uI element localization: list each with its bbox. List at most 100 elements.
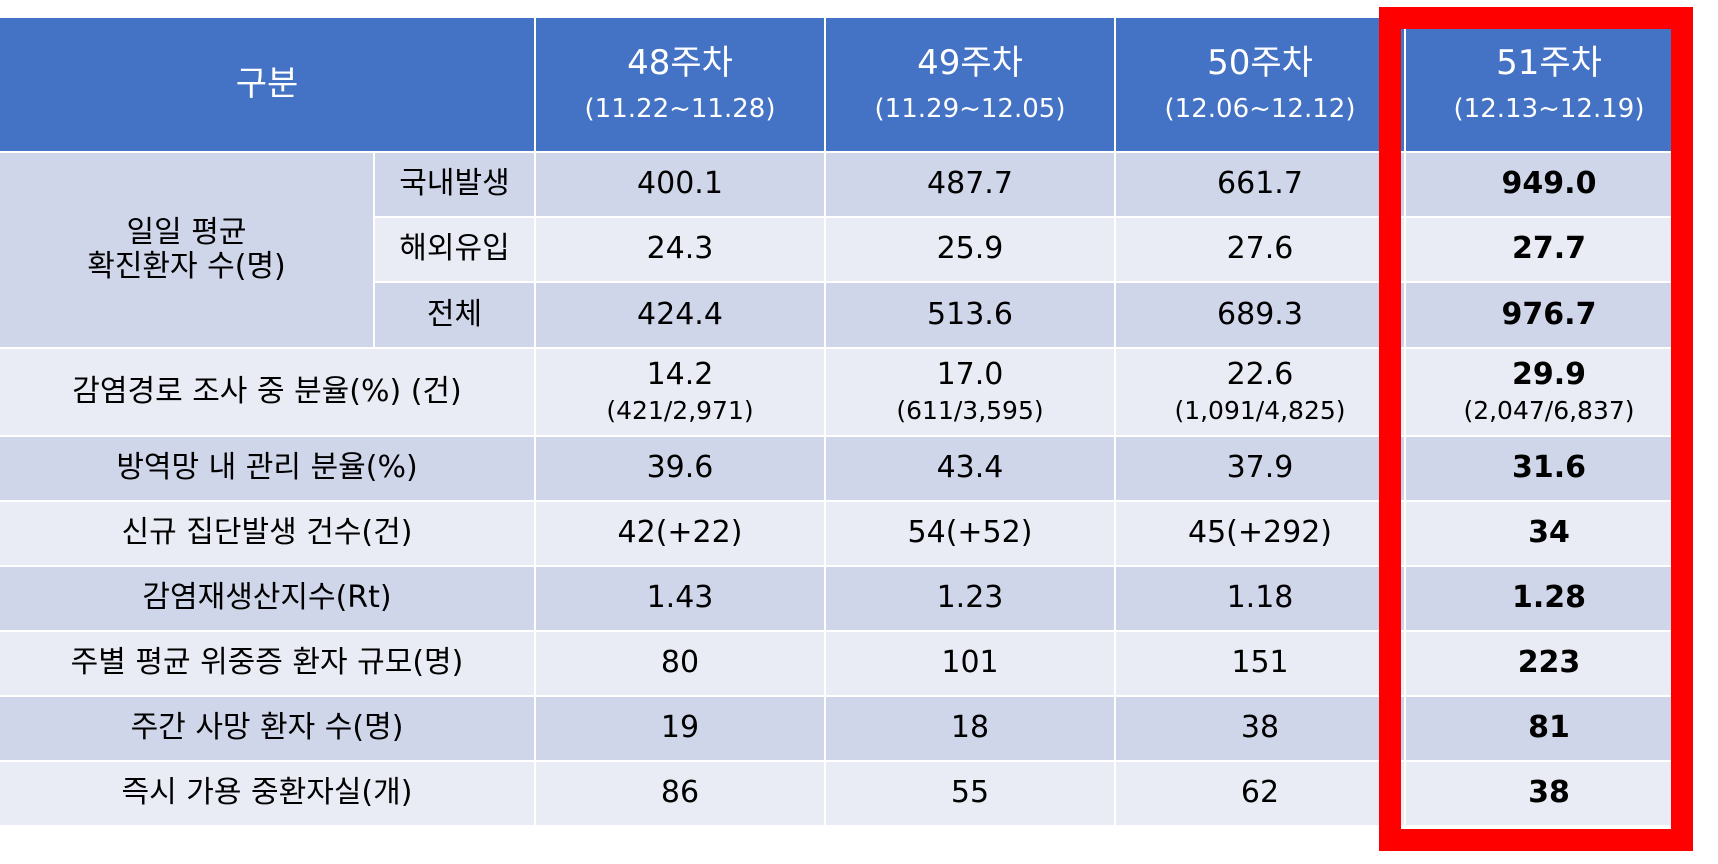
row-label: 주별 평균 위중증 환자 규모(명) bbox=[70, 645, 464, 681]
row-label-weekly-deaths: 주간 사망 환자 수(명) bbox=[0, 697, 534, 760]
value: 39.6 bbox=[646, 450, 714, 486]
value-cell: 14.2 (421/2,971) bbox=[536, 349, 824, 435]
value: 45(+292) bbox=[1188, 515, 1332, 551]
value-cell: 1.23 bbox=[826, 567, 1114, 630]
value: 55 bbox=[950, 775, 990, 811]
value-cell: 949.0 bbox=[1406, 153, 1692, 216]
row-label: 감염재생산지수(Rt) bbox=[142, 580, 392, 616]
value-cell: 101 bbox=[826, 632, 1114, 695]
value: 1.43 bbox=[646, 580, 714, 616]
value-cell: 18 bbox=[826, 697, 1114, 760]
row-label-available-icu: 즉시 가용 중환자실(개) bbox=[0, 762, 534, 825]
value: 24.3 bbox=[646, 231, 714, 267]
value: 487.7 bbox=[927, 166, 1013, 202]
header-week-50: 50주차 (12.06~12.12) bbox=[1116, 18, 1404, 151]
value-cell: 62 bbox=[1116, 762, 1404, 825]
value-cell: 38 bbox=[1406, 762, 1692, 825]
value: 689.3 bbox=[1217, 296, 1303, 332]
value-cell: 661.7 bbox=[1116, 153, 1404, 216]
value: 424.4 bbox=[637, 296, 723, 332]
value-cell: 42(+22) bbox=[536, 502, 824, 565]
value-cell: 1.28 bbox=[1406, 567, 1692, 630]
value: 86 bbox=[660, 775, 700, 811]
value-cell: 34 bbox=[1406, 502, 1692, 565]
value: 1.28 bbox=[1511, 580, 1587, 616]
value: 17.0 bbox=[936, 357, 1004, 393]
value-cell: 487.7 bbox=[826, 153, 1114, 216]
row-label: 주간 사망 환자 수(명) bbox=[130, 710, 404, 746]
subvalue: (2,047/6,837) bbox=[1463, 395, 1635, 425]
value-cell: 976.7 bbox=[1406, 283, 1692, 347]
subrow-label: 국내발생 bbox=[399, 166, 510, 202]
value-cell: 31.6 bbox=[1406, 437, 1692, 500]
value-cell: 513.6 bbox=[826, 283, 1114, 347]
value: 19 bbox=[660, 710, 700, 746]
value: 38 bbox=[1240, 710, 1280, 746]
subrow-label-domestic: 국내발생 bbox=[375, 153, 534, 216]
row-label: 감염경로 조사 중 분율(%) (건) bbox=[72, 373, 462, 409]
value: 151 bbox=[1231, 645, 1289, 681]
value-cell: 27.7 bbox=[1406, 218, 1692, 281]
value: 37.9 bbox=[1226, 450, 1294, 486]
value-cell: 27.6 bbox=[1116, 218, 1404, 281]
header-week-51: 51주차 (12.13~12.19) bbox=[1406, 18, 1692, 151]
header-category-cell: 구분 bbox=[0, 18, 534, 151]
group-daily-avg-label-cell: 일일 평균 확진환자 수(명) bbox=[0, 153, 373, 347]
value: 43.4 bbox=[936, 450, 1004, 486]
subrow-label: 해외유입 bbox=[399, 231, 510, 267]
value-cell: 25.9 bbox=[826, 218, 1114, 281]
value: 42(+22) bbox=[617, 515, 743, 551]
header-week-48: 48주차 (11.22~11.28) bbox=[536, 18, 824, 151]
subrow-label: 전체 bbox=[426, 296, 483, 332]
value-cell: 17.0 (611/3,595) bbox=[826, 349, 1114, 435]
value-cell: 81 bbox=[1406, 697, 1692, 760]
week-label: 49주차 bbox=[917, 43, 1023, 83]
value: 54(+52) bbox=[907, 515, 1033, 551]
value: 101 bbox=[941, 645, 999, 681]
value-cell: 38 bbox=[1116, 697, 1404, 760]
row-label-untraced-ratio: 감염경로 조사 중 분율(%) (건) bbox=[0, 349, 534, 435]
value-cell: 1.18 bbox=[1116, 567, 1404, 630]
row-label-severe-patients: 주별 평균 위중증 환자 규모(명) bbox=[0, 632, 534, 695]
weekly-covid-stats-table: 구분 48주차 (11.22~11.28) 49주차 (11.29~12.05)… bbox=[0, 18, 1692, 842]
value: 25.9 bbox=[936, 231, 1004, 267]
subrow-label-total: 전체 bbox=[375, 283, 534, 347]
value-cell: 1.43 bbox=[536, 567, 824, 630]
value: 18 bbox=[950, 710, 990, 746]
week-range: (11.22~11.28) bbox=[584, 94, 776, 125]
row-label-rt: 감염재생산지수(Rt) bbox=[0, 567, 534, 630]
value: 14.2 bbox=[646, 357, 714, 393]
value: 976.7 bbox=[1501, 296, 1597, 332]
value-cell: 19 bbox=[536, 697, 824, 760]
subvalue: (421/2,971) bbox=[606, 395, 754, 425]
value-cell: 39.6 bbox=[536, 437, 824, 500]
value: 949.0 bbox=[1501, 166, 1597, 202]
value-cell: 24.3 bbox=[536, 218, 824, 281]
value-cell: 55 bbox=[826, 762, 1114, 825]
value: 513.6 bbox=[927, 296, 1013, 332]
subvalue: (1,091/4,825) bbox=[1174, 395, 1346, 425]
week-range: (12.06~12.12) bbox=[1164, 94, 1356, 125]
value-cell: 424.4 bbox=[536, 283, 824, 347]
value-cell: 689.3 bbox=[1116, 283, 1404, 347]
value: 1.18 bbox=[1226, 580, 1294, 616]
value-cell: 54(+52) bbox=[826, 502, 1114, 565]
header-week-49: 49주차 (11.29~12.05) bbox=[826, 18, 1114, 151]
value: 1.23 bbox=[936, 580, 1004, 616]
value-cell: 43.4 bbox=[826, 437, 1114, 500]
value-cell: 37.9 bbox=[1116, 437, 1404, 500]
week-label: 48주차 bbox=[627, 43, 733, 83]
value-cell: 151 bbox=[1116, 632, 1404, 695]
value: 223 bbox=[1517, 645, 1581, 681]
week-range: (12.13~12.19) bbox=[1453, 94, 1645, 125]
value-cell: 86 bbox=[536, 762, 824, 825]
value-cell: 45(+292) bbox=[1116, 502, 1404, 565]
value-cell: 80 bbox=[536, 632, 824, 695]
value-cell: 223 bbox=[1406, 632, 1692, 695]
header-category-label: 구분 bbox=[235, 63, 299, 104]
value: 22.6 bbox=[1226, 357, 1294, 393]
value: 27.6 bbox=[1226, 231, 1294, 267]
value: 31.6 bbox=[1511, 450, 1587, 486]
subrow-label-imported: 해외유입 bbox=[375, 218, 534, 281]
value: 661.7 bbox=[1217, 166, 1303, 202]
